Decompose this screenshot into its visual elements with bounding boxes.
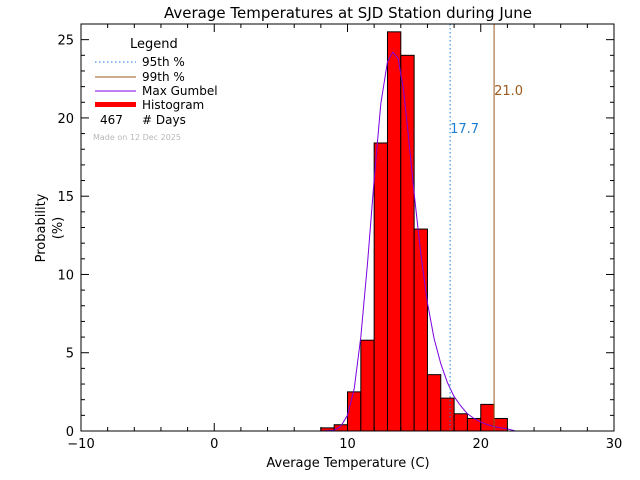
histogram-bar bbox=[373, 142, 388, 432]
percentile-label: 21.0 bbox=[494, 84, 523, 99]
y-axis-label: Probability bbox=[34, 193, 49, 262]
legend-title: Legend bbox=[130, 37, 178, 52]
histogram-bar bbox=[466, 417, 482, 432]
histogram-bar bbox=[347, 391, 362, 432]
histogram-bars bbox=[320, 31, 508, 432]
y-tick-label: 20 bbox=[57, 112, 74, 127]
histogram-bar bbox=[480, 403, 495, 432]
legend-gumbel-label: Max Gumbel bbox=[142, 84, 218, 98]
y-tick-label: 15 bbox=[57, 190, 74, 205]
legend-days-label: # Days bbox=[142, 113, 186, 127]
y-axis-unit: (%) bbox=[51, 217, 66, 240]
histogram-bar bbox=[426, 374, 442, 432]
x-tick-label: 10 bbox=[339, 437, 356, 452]
y-tick-label: 10 bbox=[57, 268, 74, 283]
x-tick-label: 20 bbox=[472, 437, 489, 452]
histogram-bar bbox=[440, 397, 455, 432]
percentile-label: 17.7 bbox=[450, 122, 479, 137]
percentile-lines: 17.7 21.0 bbox=[449, 24, 523, 431]
chart-title: Average Temperatures at SJD Station duri… bbox=[164, 4, 532, 22]
legend-histogram-swatch bbox=[95, 102, 136, 107]
histogram-bar bbox=[493, 417, 508, 432]
legend-99th-label: 99th % bbox=[142, 70, 185, 84]
y-tick-label: 0 bbox=[66, 425, 74, 440]
x-tick-label: 30 bbox=[606, 437, 623, 452]
histogram-bar bbox=[360, 339, 375, 432]
gumbel-curve-group bbox=[320, 51, 516, 432]
histogram-bar bbox=[453, 413, 468, 432]
watermark: Made on 12 Dec 2025 bbox=[93, 133, 181, 142]
histogram-bar bbox=[400, 54, 415, 432]
legend-95th-label: 95th % bbox=[142, 55, 185, 69]
histogram-bar bbox=[413, 228, 428, 432]
gumbel-curve bbox=[320, 51, 516, 432]
y-tick-label: 5 bbox=[66, 347, 74, 362]
x-tick-label: 0 bbox=[210, 437, 218, 452]
x-axis-ticks: −10 0 10 20 30 bbox=[67, 24, 622, 452]
y-axis-ticks: 0 5 10 15 20 25 bbox=[57, 34, 614, 440]
x-axis-label: Average Temperature (C) bbox=[266, 456, 429, 471]
legend-days-count: 467 bbox=[100, 113, 123, 127]
histogram-bar bbox=[386, 31, 402, 432]
y-tick-label: 25 bbox=[57, 34, 74, 49]
legend-histogram-label: Histogram bbox=[142, 98, 204, 112]
legend: Legend 95th % 99th % Max Gumbel Histogra… bbox=[93, 37, 218, 142]
x-tick-label: −10 bbox=[67, 437, 94, 452]
